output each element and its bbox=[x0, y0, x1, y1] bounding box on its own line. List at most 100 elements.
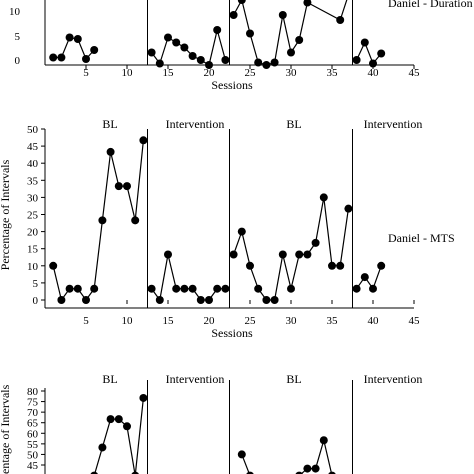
middle-data-point bbox=[287, 284, 295, 293]
middle-y-tick-label: 5 bbox=[33, 278, 39, 290]
middle-x-tick-label: 10 bbox=[122, 315, 134, 327]
top-y-tick-5: 5 bbox=[15, 31, 21, 43]
bottom-y-tick-label: 80 bbox=[27, 386, 39, 398]
middle-y-tick-label: 15 bbox=[27, 244, 39, 256]
middle-data-point bbox=[180, 284, 189, 293]
middle-data-point bbox=[295, 250, 304, 259]
middle-y-tick-label: 20 bbox=[27, 227, 39, 239]
middle-phase-label-bl-1: BL bbox=[102, 117, 117, 131]
middle-phase-label-bl-2: BL bbox=[286, 117, 301, 131]
top-data-point bbox=[172, 38, 181, 47]
bottom-data-point bbox=[90, 471, 98, 474]
bottom-y-tick-label: 60 bbox=[27, 428, 39, 440]
middle-x-tick-label: 5 bbox=[83, 315, 89, 327]
middle-y-tick-label: 30 bbox=[27, 192, 39, 204]
top-panel: 10 5 0 5 10 15 20 25 30 35 40 45 Sessions Daniel… bbox=[9, 0, 473, 92]
middle-y-tick-label: 10 bbox=[27, 261, 39, 273]
middle-data-point bbox=[65, 284, 74, 293]
middle-panel: 0 5 10 15 20 25 30 35 40 45 50 5 10 15 20 25 30 35 40 45 S… bbox=[0, 117, 455, 340]
bottom-data-point bbox=[237, 450, 246, 459]
top-data-point bbox=[164, 33, 172, 42]
bottom-series-line-1 bbox=[94, 397, 144, 474]
middle-data-point bbox=[229, 250, 238, 259]
bottom-y-axis-label: Percentage of Intervals bbox=[0, 384, 12, 474]
bottom-data-point bbox=[246, 471, 254, 474]
top-x-tick-label: 15 bbox=[163, 67, 175, 79]
top-series-line-4 bbox=[356, 40, 382, 65]
middle-data-point bbox=[123, 182, 131, 191]
bottom-data-point bbox=[106, 415, 115, 424]
middle-y-tick-label: 0 bbox=[33, 295, 39, 307]
middle-data-point bbox=[57, 296, 66, 304]
middle-data-point bbox=[114, 182, 123, 191]
top-series-line-3 bbox=[233, 0, 348, 66]
top-x-ticks: 5 10 15 20 25 30 35 40 45 bbox=[83, 65, 420, 79]
middle-data-point bbox=[369, 284, 377, 293]
middle-series-line-1 bbox=[52, 140, 144, 302]
middle-data-point bbox=[139, 136, 148, 145]
top-data-point bbox=[237, 0, 246, 4]
middle-y-ticks: 0 5 10 15 20 25 30 35 40 45 50 bbox=[27, 124, 45, 307]
middle-y-tick-label: 35 bbox=[27, 175, 39, 187]
top-data-point bbox=[49, 53, 58, 62]
top-x-tick-label: 5 bbox=[83, 67, 89, 79]
middle-y-axis-label: Percentage of Intervals bbox=[0, 159, 12, 270]
middle-y-tick-label: 40 bbox=[27, 158, 39, 170]
top-data-point bbox=[213, 26, 222, 34]
bottom-y-tick-label: 65 bbox=[27, 418, 39, 430]
middle-data-point bbox=[278, 250, 287, 259]
bottom-y-tick-label: 55 bbox=[27, 439, 39, 451]
top-data-point bbox=[303, 0, 312, 7]
middle-data-point bbox=[246, 261, 254, 270]
top-x-tick-label: 35 bbox=[327, 67, 339, 79]
middle-x-tick-label: 25 bbox=[245, 315, 257, 327]
middle-series-line-3 bbox=[233, 197, 349, 301]
middle-data-point bbox=[221, 284, 230, 293]
middle-x-tick-label: 45 bbox=[409, 315, 421, 327]
top-data-point bbox=[196, 56, 205, 64]
middle-data-point bbox=[377, 261, 386, 270]
middle-data-point bbox=[311, 238, 320, 247]
middle-data-point bbox=[49, 261, 58, 270]
middle-x-tick-label: 35 bbox=[327, 315, 339, 327]
middle-x-tick-label: 15 bbox=[163, 315, 175, 327]
top-data-point bbox=[147, 48, 156, 57]
bottom-phase-label-intervention-1: Intervention bbox=[166, 372, 225, 386]
top-data-point bbox=[90, 46, 99, 54]
middle-data-point bbox=[90, 284, 99, 293]
top-panel-label: Daniel - Duration bbox=[388, 0, 473, 10]
middle-data-point bbox=[196, 296, 205, 304]
top-y-tick-10: 10 bbox=[9, 6, 21, 18]
top-data-point bbox=[229, 11, 238, 19]
top-data-point bbox=[360, 38, 369, 47]
top-x-tick-label: 30 bbox=[286, 67, 298, 79]
middle-data-point bbox=[360, 273, 369, 282]
middle-x-tick-label: 30 bbox=[286, 315, 298, 327]
top-data-point bbox=[65, 33, 74, 42]
bottom-data-point bbox=[139, 393, 148, 402]
middle-phase-label-intervention-1: Intervention bbox=[166, 117, 225, 131]
middle-series-line-4 bbox=[356, 265, 382, 291]
top-y-tick-0: 0 bbox=[15, 55, 21, 67]
middle-data-point bbox=[213, 284, 222, 293]
middle-panel-label: Daniel - MTS bbox=[388, 231, 455, 245]
bottom-data-point bbox=[123, 422, 131, 431]
bottom-y-tick-label: 50 bbox=[27, 449, 39, 461]
middle-data-point bbox=[352, 284, 361, 293]
middle-data-point bbox=[344, 204, 353, 213]
bottom-data-point bbox=[311, 464, 320, 473]
bottom-data-point bbox=[295, 471, 303, 474]
top-x-tick-label: 45 bbox=[409, 67, 421, 79]
top-data-point bbox=[246, 29, 254, 38]
top-series-line-2 bbox=[151, 29, 226, 66]
bottom-data-point bbox=[328, 471, 336, 474]
top-x-tick-label: 25 bbox=[245, 67, 257, 79]
top-data-point bbox=[57, 53, 66, 62]
bottom-phase-label-bl-1: BL bbox=[102, 372, 117, 386]
bottom-y-tick-label: 45 bbox=[27, 460, 39, 472]
middle-data-point bbox=[254, 284, 263, 293]
top-x-tick-label: 10 bbox=[122, 67, 134, 79]
top-x-tick-label: 40 bbox=[368, 67, 380, 79]
top-data-point bbox=[73, 35, 82, 43]
